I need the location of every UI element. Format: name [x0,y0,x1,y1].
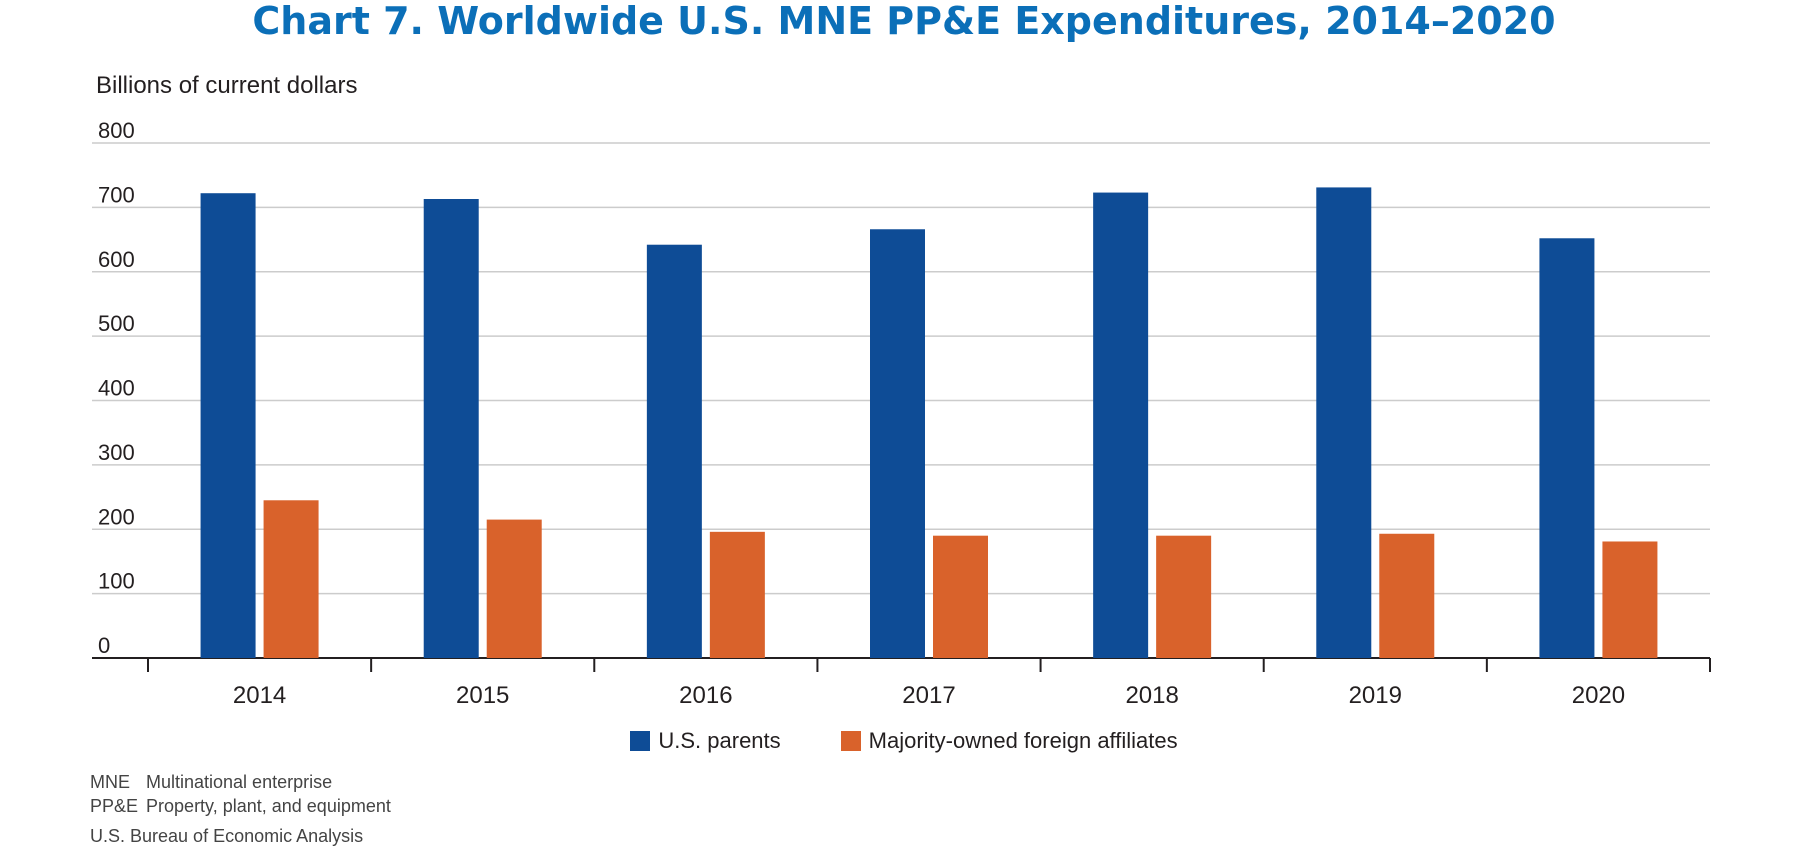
footnote-abbr: MNE [90,772,130,792]
bar-us-parents [200,193,256,658]
y-tick-label: 800 [98,118,135,143]
bar-foreign-affiliates [933,535,988,658]
chart-title: Chart 7. Worldwide U.S. MNE PP&E Expendi… [252,0,1556,43]
x-tick-label: 2014 [233,682,286,709]
footnote-abbr: PP&E [90,796,139,816]
x-tick-label: 2020 [1572,682,1625,709]
y-tick-label: 500 [98,311,135,336]
bar-us-parents [1316,187,1372,658]
footnote-text: Property, plant, and equipment [146,796,391,816]
x-tick-label: 2017 [902,682,955,709]
y-tick-label: 400 [98,376,135,401]
source-note: U.S. Bureau of Economic Analysis [90,826,364,846]
y-tick-label: 0 [98,633,110,658]
y-tick-label: 700 [98,182,135,207]
x-tick-label: 2016 [679,682,732,709]
bar-foreign-affiliates [709,531,765,658]
y-tick-label: 100 [98,569,135,594]
x-tick-label: 2015 [456,682,509,709]
y-tick-label: 600 [98,247,135,272]
legend-label-affiliates: Majority-owned foreign affiliates [868,728,1178,753]
legend-swatch-parents [630,731,651,751]
bar-foreign-affiliates [1379,533,1435,658]
bar-us-parents [1539,238,1595,658]
x-tick-label: 2018 [1125,682,1178,709]
bar-us-parents [1093,192,1149,658]
y-tick-label: 300 [98,440,135,465]
bar-us-parents [870,229,925,658]
bar-us-parents [646,244,702,658]
y-tick-label: 200 [98,504,135,529]
legend-item-parents: U.S. parents [630,728,781,754]
legend: U.S. parents Majority-owned foreign affi… [0,728,1808,754]
bar-foreign-affiliates [1156,535,1212,658]
footnote-ppe: PP&E Property, plant, and equipment [90,796,391,817]
bar-foreign-affiliates [263,500,319,658]
legend-label-parents: U.S. parents [658,728,781,753]
bar-foreign-affiliates [486,519,542,658]
footnote-text: Multinational enterprise [146,772,333,792]
x-tick-label: 2019 [1349,682,1402,709]
legend-swatch-affiliates [840,731,861,751]
bar-us-parents [423,199,479,658]
y-axis-label: Billions of current dollars [96,72,358,99]
bar-foreign-affiliates [1602,541,1658,658]
footnote-mne: MNE Multinational enterprise [90,772,332,793]
legend-item-affiliates: Majority-owned foreign affiliates [840,728,1178,754]
